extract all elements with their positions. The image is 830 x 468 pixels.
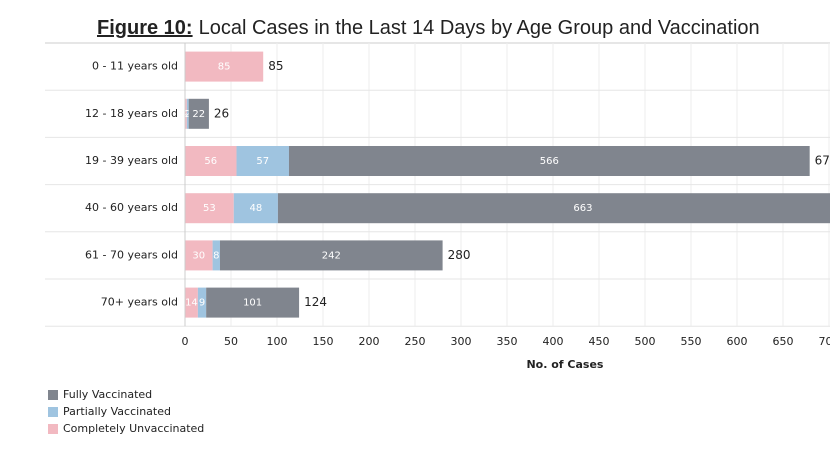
title-prefix: Figure 10: [97,17,193,39]
bar-segment [185,146,237,176]
x-tick-label: 550 [681,335,702,348]
bar-segment [186,98,189,129]
bar-segment [206,287,300,318]
x-tick-label: 600 [727,335,748,348]
bar-segment [185,193,234,224]
segment-label: 48 [249,203,262,214]
segment-label: 22 [192,109,205,120]
legend-label: Partially Vaccinated [63,405,171,418]
legend-label: Fully Vaccinated [63,388,152,401]
x-tick-label: 350 [497,335,518,348]
bar-segment [212,240,220,271]
segment-label: 566 [540,156,559,167]
total-label: 124 [304,295,327,309]
segment-label: 663 [573,203,592,214]
x-tick-label: 150 [313,335,334,348]
bar-segment [185,240,213,271]
legend-swatch [48,424,58,434]
segment-label: 57 [256,156,269,167]
y-tick-label: 40 - 60 years old [85,201,178,214]
bar-segment [219,240,443,271]
legend-swatch [48,407,58,417]
x-tick-label: 650 [773,335,794,348]
x-tick-label: 450 [589,335,610,348]
segment-label: 85 [218,62,231,73]
x-tick-label: 250 [405,335,426,348]
bar-segment [185,98,187,129]
bar-segment [236,146,289,176]
x-tick-label: 100 [267,335,288,348]
segment-label: 14 [185,298,198,309]
total-label: 679 [815,154,830,168]
bar-segment [185,51,264,82]
legend-swatch [48,390,58,400]
total-label: 26 [214,106,229,120]
segment-label: 8 [213,250,219,261]
total-label: 85 [268,59,283,73]
bar-segment [233,193,278,224]
legend-label: Completely Unvaccinated [63,422,204,435]
x-axis-label: No. of Cases [526,358,603,371]
x-tick-label: 700 [819,335,830,348]
segment-label: 2 [185,109,191,120]
title-text: Local Cases in the Last 14 Days by Age G… [199,17,760,39]
x-tick-label: 200 [359,335,380,348]
x-tick-label: 0 [182,335,189,348]
bar-segment [185,287,198,318]
segment-label: 53 [203,203,216,214]
x-tick-label: 50 [224,335,238,348]
bar-segment [288,146,810,176]
segment-label: 101 [243,298,262,309]
y-tick-label: 0 - 11 years old [92,60,178,73]
y-tick-label: 12 - 18 years old [85,107,178,120]
bar-segment [188,98,209,129]
segment-label: 242 [322,250,341,261]
segment-label: 30 [192,250,205,261]
chart-title: Figure 10: Local Cases in the Last 14 Day… [97,17,760,39]
segment-label: 2 [183,109,189,120]
x-tick-label: 500 [635,335,656,348]
segment-label: 9 [199,298,205,309]
y-tick-label: 19 - 39 years old [85,154,178,167]
y-tick-label: 70+ years old [101,296,178,309]
segment-label: 56 [204,156,217,167]
y-tick-label: 61 - 70 years old [85,248,178,261]
total-label: 280 [448,248,471,262]
x-tick-label: 300 [451,335,472,348]
bar-segment [197,287,207,318]
x-tick-label: 400 [543,335,564,348]
bar-segment [277,193,830,224]
